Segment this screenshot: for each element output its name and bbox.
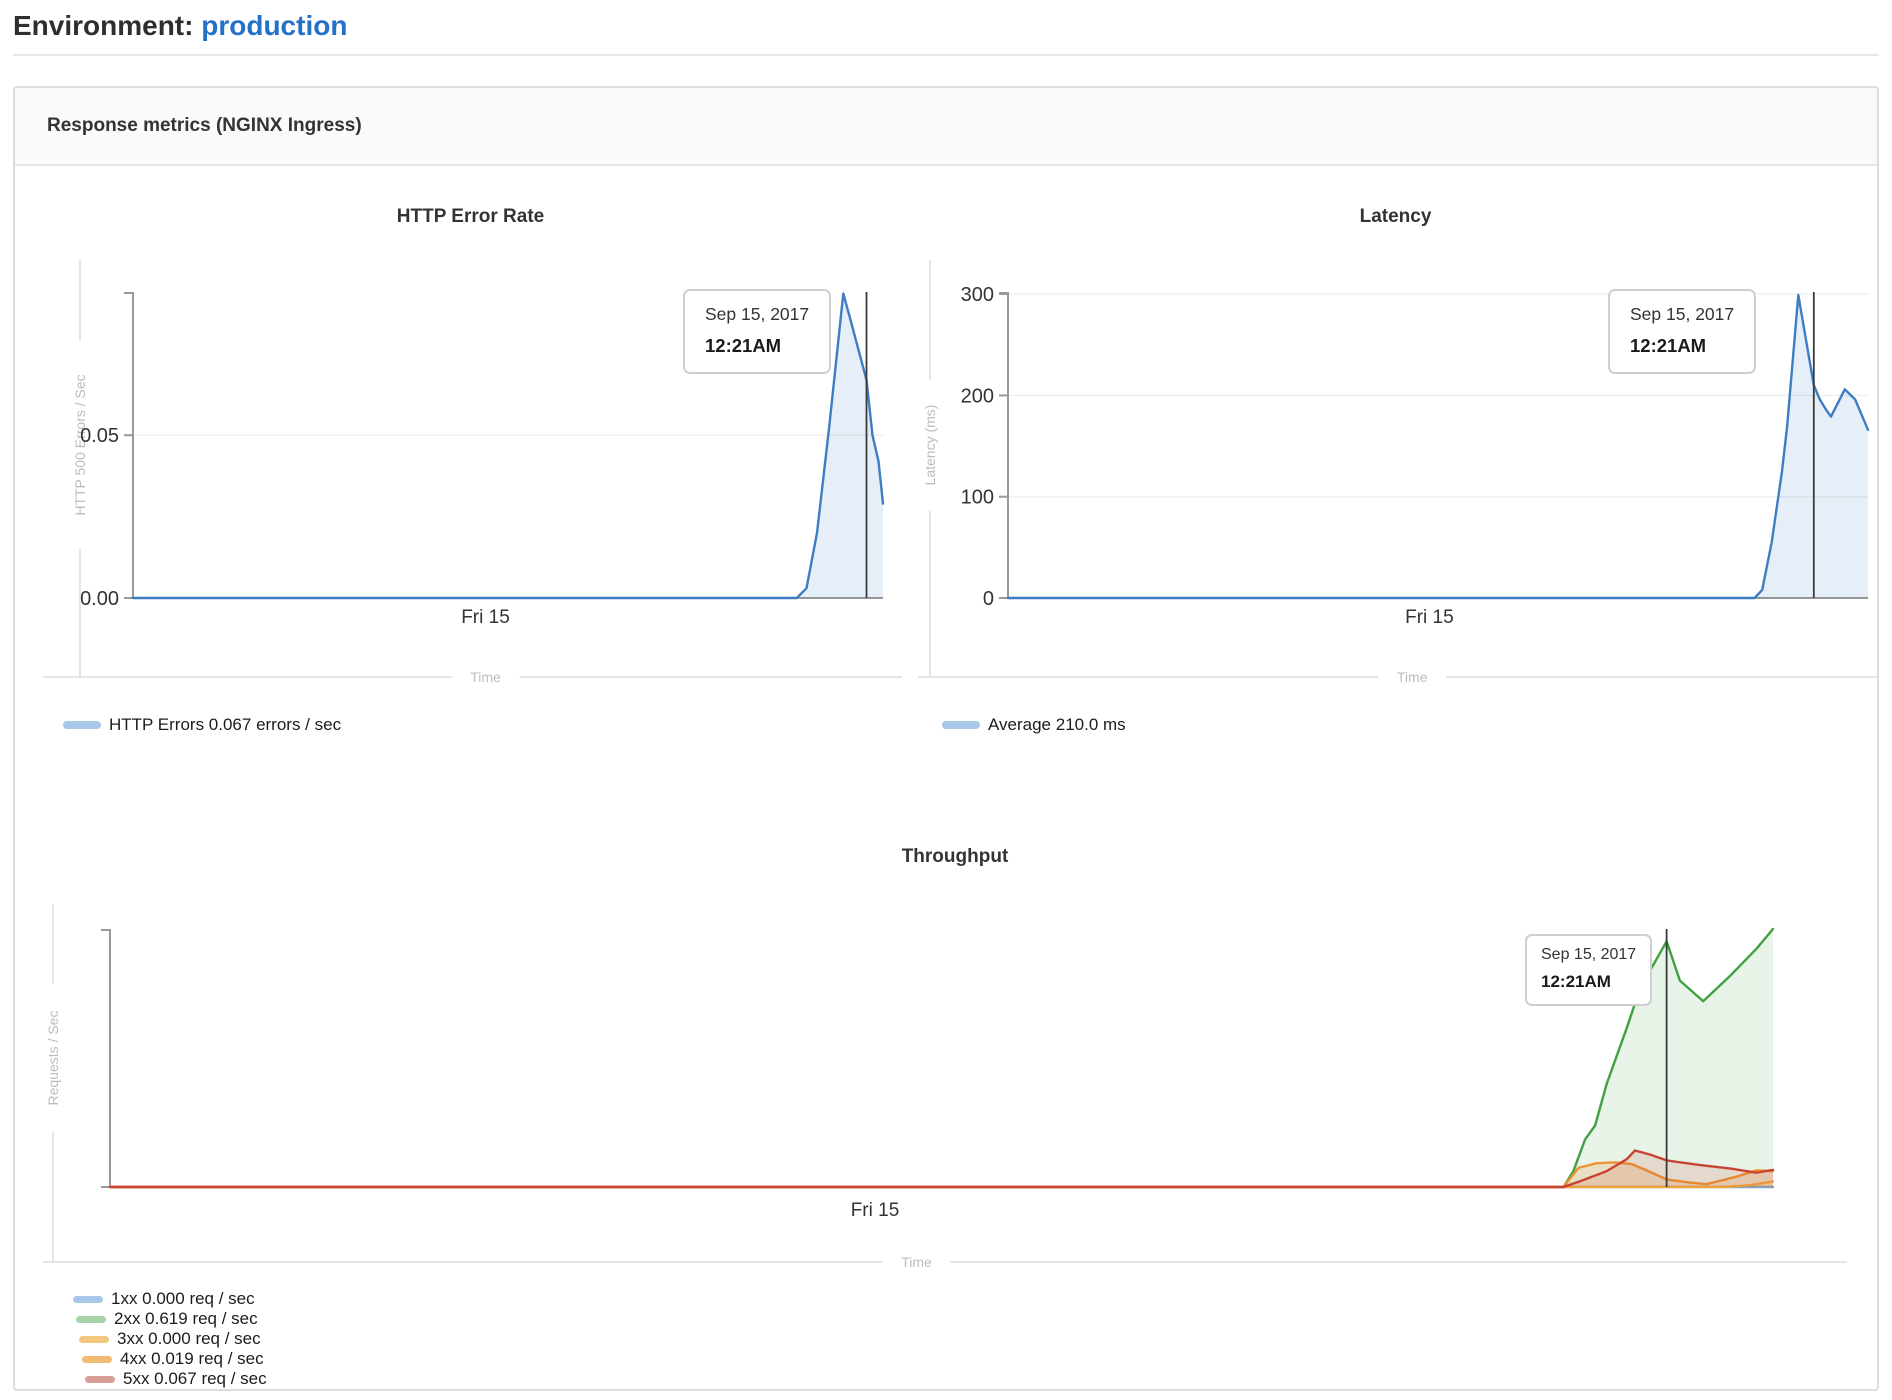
x-axis-unit-label: Time [901,1254,932,1269]
legend-swatch [73,1295,103,1303]
series-4xx-line [108,1161,1775,1189]
tooltip-time: 12:21AM [1541,972,1611,991]
legend-swatch [63,721,101,729]
series-2xx-area [110,929,1773,1187]
tooltip-time: 12:21AM [705,335,782,356]
series-5xx-line [108,1149,1775,1189]
legend-item: 4xx 0.019 req / sec [82,1349,1877,1369]
http-error-rate-graph[interactable]: Sep 15, 2017 12:21AM HTTP 500 Errors / S… [33,252,908,700]
legend-swatch [942,721,980,729]
legend-label: 2xx 0.619 req / sec [114,1309,258,1328]
series-HTTP Errors-line [131,292,885,600]
x-tick-label: Fri 15 [851,1200,900,1221]
chart-latency: Latency Sep 15, 2017 12:21AM Latency (ms… [908,192,1883,736]
y-tick-label: 300 [961,284,994,306]
series-Average-line [1006,293,1870,600]
latency-svg: Latency (ms) Time 0 100 200 300 Fri 15 [918,260,1877,685]
panel-heading: Response metrics (NGINX Ingress) [15,88,1877,166]
x-tick-label: Fri 15 [461,607,510,628]
chart-tooltip: Sep 15, 2017 12:21AM [683,289,832,374]
throughput-svg: Requests / Sec Time Fri 15 [43,904,1847,1269]
legend-item: 3xx 0.000 req / sec [79,1329,1877,1349]
legend-item: Average 210.0 ms [942,714,1883,736]
error_rate-svg: HTTP 500 Errors / Sec Time 0.00 0.05 Fri 15 [43,260,902,685]
tooltip-date: Sep 15, 2017 [1541,946,1637,963]
y-axis-unit-label: HTTP 500 Errors / Sec [72,374,88,515]
panel-body: HTTP Error Rate Sep 15, 2017 12:21AM HTT… [15,166,1877,1389]
legend-label: 5xx 0.067 req / sec [123,1369,267,1388]
legend-label: Average 210.0 ms [988,715,1126,734]
tooltip-time: 12:21AM [1630,335,1707,356]
legend-http-error-rate: HTTP Errors 0.067 errors / sec [63,714,908,736]
tooltip-date: Sep 15, 2017 [1630,304,1735,324]
series-4xx-area [110,1162,1773,1187]
chart-title-latency: Latency [1359,206,1432,227]
throughput-graph[interactable]: Sep 15, 2017 12:21AM Requests / Sec Time F… [33,904,1877,1269]
legend-swatch [82,1355,112,1363]
chart-title-throughput: Throughput [901,846,1009,867]
legend-throughput: 1xx 0.000 req / sec 2xx 0.619 req / sec 3x… [73,1289,1877,1389]
tooltip-date: Sep 15, 2017 [705,304,810,324]
chart-tooltip: Sep 15, 2017 12:21AM [1608,289,1757,374]
environment-label: Environment: [13,10,194,41]
legend-swatch [79,1335,109,1343]
legend-label: 4xx 0.019 req / sec [120,1349,264,1368]
y-axis-unit-label: Latency (ms) [922,405,938,486]
legend-label: HTTP Errors 0.067 errors / sec [109,715,342,734]
y-tick-label: 0 [983,588,994,610]
legend-swatch [76,1315,106,1323]
environment-link[interactable]: production [201,10,348,41]
chart-http-error-rate: HTTP Error Rate Sep 15, 2017 12:21AM HTT… [33,192,908,736]
legend-swatch [85,1375,115,1383]
y-tick-label: 100 [961,487,994,509]
legend-label: 1xx 0.000 req / sec [111,1289,255,1308]
y-tick-label: 0.00 [80,588,119,610]
page-title: Environment: production [13,0,1879,54]
legend-item: 2xx 0.619 req / sec [76,1309,1877,1329]
series-Average-area [1008,295,1868,598]
legend-item: 1xx 0.000 req / sec [73,1289,1877,1309]
y-axis-unit-label: Requests / Sec [45,1011,61,1106]
chart-tooltip: Sep 15, 2017 12:21AM [1525,934,1653,1006]
series-5xx-area [110,1150,1773,1187]
y-tick-label: 0.05 [80,425,119,447]
legend-item: HTTP Errors 0.067 errors / sec [63,714,908,736]
x-tick-label: Fri 15 [1405,607,1454,628]
response-metrics-panel: Response metrics (NGINX Ingress) HTTP Er… [13,86,1879,1391]
legend-latency: Average 210.0 ms [942,714,1883,736]
y-tick-label: 200 [961,385,994,407]
charts-row-bottom: Throughput Sep 15, 2017 12:21AM Requests… [33,832,1877,1389]
series-2xx-line [108,927,1775,1189]
legend-label: 3xx 0.000 req / sec [117,1329,261,1348]
legend-item: 5xx 0.067 req / sec [85,1369,1877,1389]
header-divider [13,54,1879,56]
x-axis-unit-label: Time [1397,669,1428,685]
latency-graph[interactable]: Sep 15, 2017 12:21AM Latency (ms) Time 0 10… [908,252,1883,700]
charts-row-top: HTTP Error Rate Sep 15, 2017 12:21AM HTT… [33,192,1877,736]
chart-title-http-error-rate: HTTP Error Rate [396,206,545,227]
x-axis-unit-label: Time [470,669,501,685]
chart-throughput: Throughput Sep 15, 2017 12:21AM Requests… [33,832,1877,1389]
